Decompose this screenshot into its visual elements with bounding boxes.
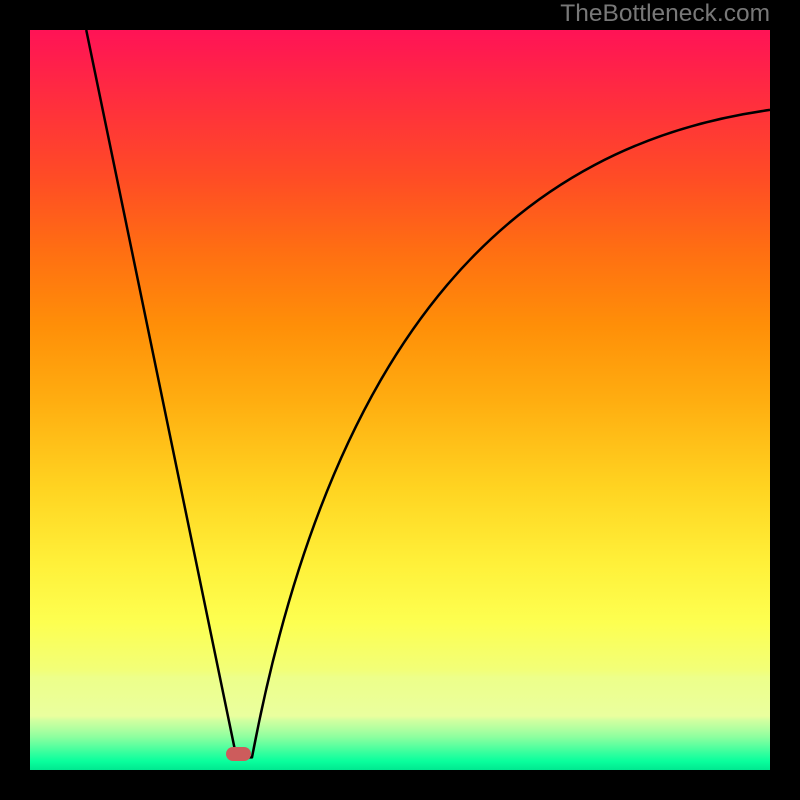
chart-canvas: TheBottleneck.com	[0, 0, 800, 800]
bottleneck-curve	[30, 30, 770, 770]
watermark-text: TheBottleneck.com	[560, 0, 770, 28]
plot-area	[30, 30, 770, 770]
optimum-marker	[226, 747, 251, 761]
